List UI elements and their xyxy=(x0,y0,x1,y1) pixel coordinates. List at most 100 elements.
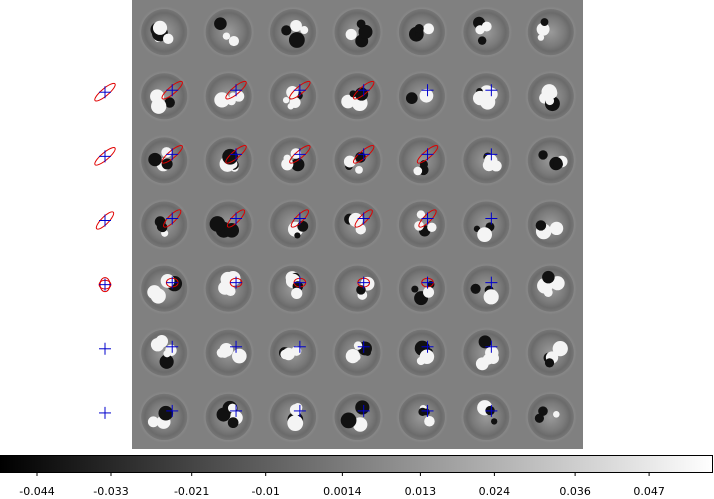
cell-marker xyxy=(293,404,306,417)
cell-surround xyxy=(460,6,513,59)
heatmap-cell xyxy=(524,262,577,315)
ellipse-marker xyxy=(289,80,311,100)
ellipse-marker xyxy=(289,145,311,164)
cell-marker xyxy=(485,212,498,225)
row-marker xyxy=(99,342,111,355)
heatmap-cell xyxy=(395,390,448,443)
cell-marker xyxy=(290,209,310,228)
colorbar-tick-label: 0.036 xyxy=(559,485,591,498)
cell-ring xyxy=(527,393,574,440)
cell-blob-dark xyxy=(349,90,357,98)
cell-ring xyxy=(141,329,188,376)
cell-marker-layer xyxy=(161,80,498,417)
cell-blob-dark xyxy=(297,220,309,232)
cell-marker xyxy=(485,276,498,289)
cell-blob-light xyxy=(355,166,363,174)
cell-blob-light xyxy=(536,22,550,36)
cell-blob-dark xyxy=(288,32,305,48)
colorbar-frame xyxy=(0,455,713,473)
heatmap-cell xyxy=(331,134,384,187)
cell-ring xyxy=(270,73,317,120)
cell-blob-light xyxy=(353,353,361,361)
cell-blob-light xyxy=(287,415,304,432)
cell-blob-light xyxy=(537,34,545,41)
cell-blob-light xyxy=(161,147,172,158)
ellipse-marker xyxy=(225,145,247,164)
heatmap-cell xyxy=(202,326,255,379)
heatmap-cell xyxy=(267,198,320,251)
cell-blob-light xyxy=(423,23,434,35)
cell-ring xyxy=(527,265,574,312)
heatmap-cell xyxy=(138,326,191,379)
cell-marker xyxy=(230,340,243,353)
heatmap-cell xyxy=(138,262,191,315)
cell-blob-light xyxy=(475,25,485,35)
cell-blob-dark xyxy=(470,283,481,294)
colorbar-tick-label: 0.047 xyxy=(633,485,665,498)
colorbar-tick-label: 0.024 xyxy=(479,485,511,498)
cell-ring xyxy=(463,201,510,248)
cell-blob-light xyxy=(280,349,290,360)
cell-marker xyxy=(225,145,247,164)
colorbar-tick-label: -0.044 xyxy=(19,485,54,498)
cell-ring xyxy=(270,265,317,312)
heatmap-cell xyxy=(202,134,255,187)
cell-blob-dark xyxy=(534,413,544,423)
cell-surround xyxy=(267,6,320,59)
row-marker xyxy=(94,82,116,102)
ellipse-marker xyxy=(416,145,439,164)
cell-blob-dark xyxy=(356,19,366,29)
cell-surround xyxy=(267,262,320,315)
cell-blob-light xyxy=(343,155,356,168)
cell-ring xyxy=(205,73,252,120)
heatmap-cell xyxy=(267,6,320,59)
heatmap-cell xyxy=(524,326,577,379)
cell-marker xyxy=(352,80,375,100)
cell-marker xyxy=(485,340,498,353)
heatmap-cell xyxy=(331,198,384,251)
ellipse-marker xyxy=(290,209,310,228)
cell-ring xyxy=(398,201,445,248)
cell-ring xyxy=(398,393,445,440)
cell-blob-dark xyxy=(491,418,498,425)
cell-blob-light xyxy=(483,289,499,305)
cell-ring xyxy=(141,137,188,184)
cell-marker xyxy=(421,276,434,289)
ellipse-marker xyxy=(354,209,373,228)
cell-blob-dark xyxy=(164,97,175,108)
colorbar-tick-label: -0.033 xyxy=(93,485,128,498)
cell-blob-dark xyxy=(540,18,549,26)
heatmap-cell xyxy=(138,70,191,123)
cell-ring xyxy=(205,201,252,248)
cell-blob-dark xyxy=(477,36,487,45)
cell-blob-light xyxy=(228,35,239,47)
cell-marker xyxy=(165,276,179,289)
cell-blob-light xyxy=(220,349,229,358)
heatmap-cell xyxy=(202,6,255,59)
heatmap-cell xyxy=(202,198,255,251)
cell-blob-dark xyxy=(411,285,419,293)
cell-blob-dark xyxy=(364,349,371,356)
cell-surround xyxy=(524,198,577,251)
cell-ring xyxy=(527,201,574,248)
cell-ring xyxy=(463,265,510,312)
cell-blob-dark xyxy=(538,406,548,416)
cell-blob-light xyxy=(227,403,238,413)
heatmap-cell xyxy=(267,70,320,123)
heatmap-cell xyxy=(524,6,577,59)
cell-blob-light xyxy=(222,32,231,40)
cell-marker xyxy=(485,84,498,97)
cell-marker xyxy=(225,80,247,100)
cell-surround xyxy=(202,6,255,59)
cell-marker xyxy=(485,148,498,161)
cell-blob-dark xyxy=(422,408,430,416)
heatmap-cell xyxy=(331,6,384,59)
cell-blob-light xyxy=(341,94,355,109)
cell-ring xyxy=(463,137,510,184)
cell-ring xyxy=(141,265,188,312)
cell-ring xyxy=(334,329,381,376)
cell-blob-light xyxy=(282,96,290,104)
heatmap-cell xyxy=(331,262,384,315)
cell-blob-light xyxy=(147,285,162,300)
